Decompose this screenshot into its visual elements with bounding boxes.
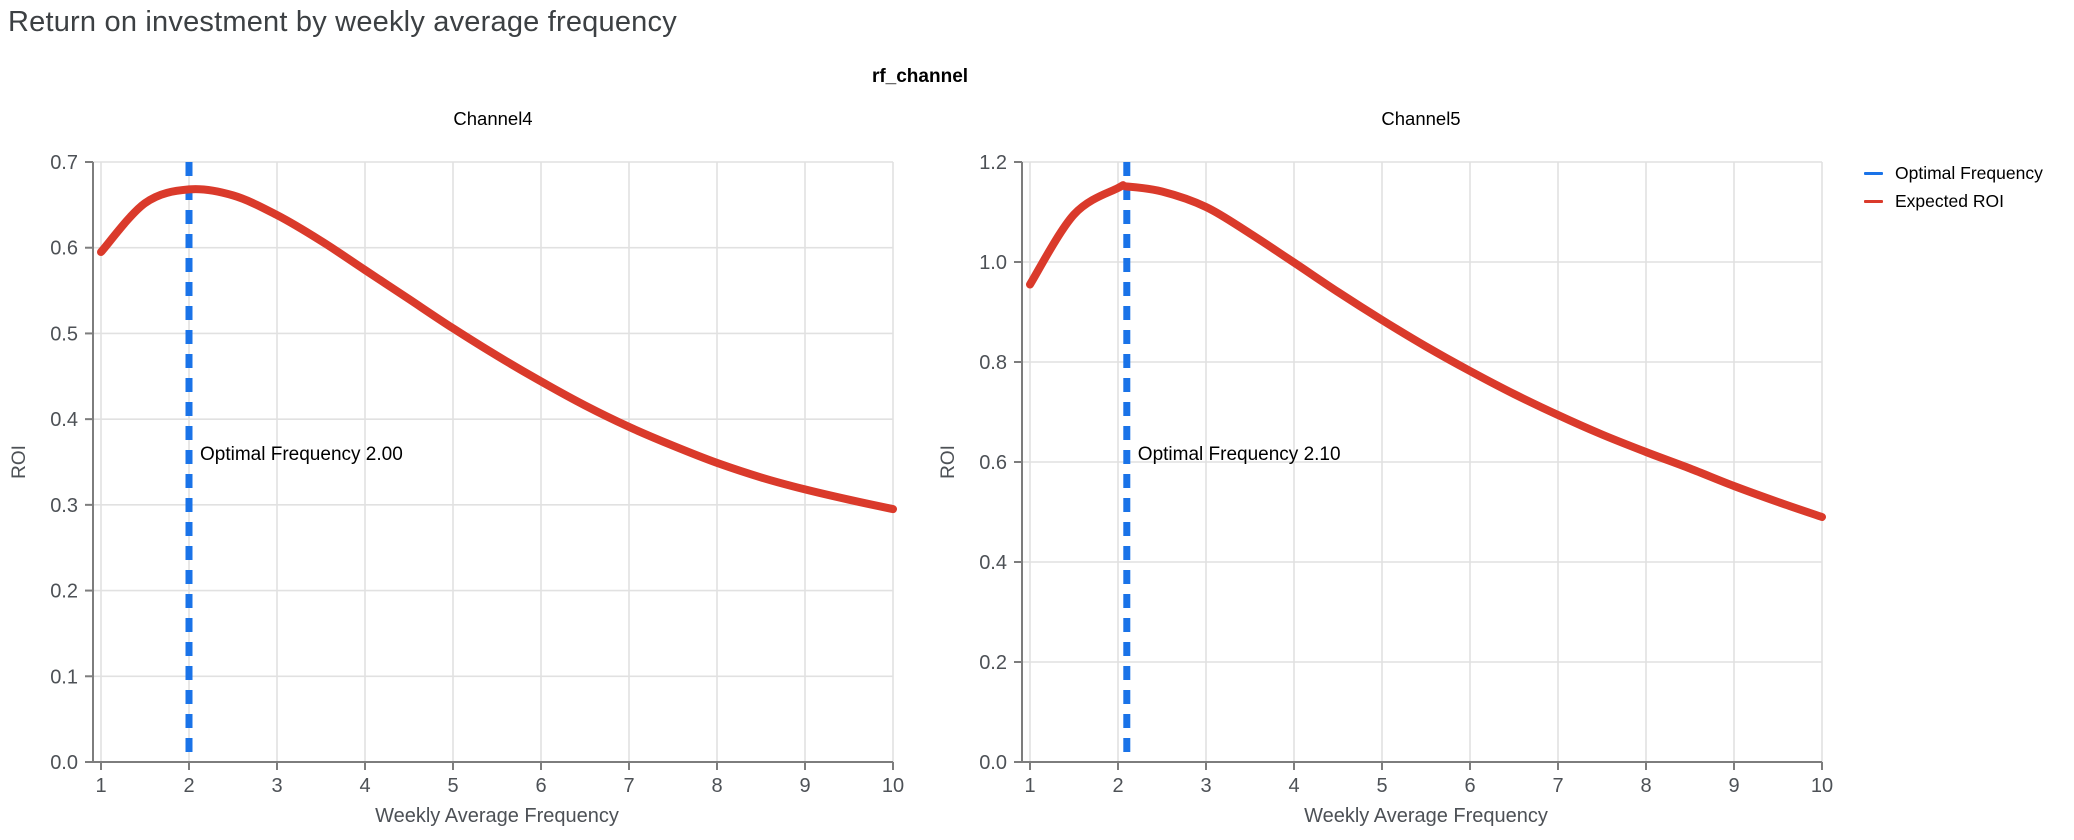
x-tick-label: 1 — [95, 775, 106, 797]
y-tick-label: 0.4 — [979, 552, 1007, 574]
y-tick-label: 0.0 — [50, 752, 78, 774]
y-tick-label: 0.6 — [979, 452, 1007, 474]
legend-item-expected-roi: Expected ROI — [1864, 191, 2043, 212]
x-axis-title: Weekly Average Frequency — [1304, 805, 1548, 827]
y-tick-label: 0.4 — [50, 409, 78, 431]
y-tick-label: 0.6 — [50, 238, 78, 260]
optimal-frequency-line-swatch — [1864, 172, 1883, 175]
x-tick-label: 10 — [882, 775, 904, 797]
x-tick-label: 6 — [535, 775, 546, 797]
legend: Optimal Frequency Expected ROI — [1864, 163, 2043, 219]
y-tick-label: 0.0 — [979, 752, 1007, 774]
x-tick-label: 9 — [1728, 775, 1739, 797]
y-axis-title: ROI — [938, 445, 959, 479]
y-tick-label: 0.7 — [50, 152, 78, 174]
y-tick-label: 0.2 — [979, 652, 1007, 674]
expected-roi-curve — [97, 185, 897, 514]
legend-label: Optimal Frequency — [1895, 163, 2043, 183]
x-tick-label: 4 — [359, 775, 370, 797]
x-tick-label: 7 — [1552, 775, 1563, 797]
y-tick-label: 1.2 — [979, 152, 1007, 174]
x-tick-label: 8 — [711, 775, 722, 797]
subplot-title-channel5: Channel5 — [1381, 108, 1461, 129]
y-tick-label: 0.3 — [50, 495, 78, 517]
x-tick-label: 3 — [271, 775, 282, 797]
y-tick-label: 0.5 — [50, 323, 78, 345]
optimal-frequency-annotation: Optimal Frequency 2.10 — [1138, 444, 1341, 465]
x-tick-label: 9 — [799, 775, 810, 797]
y-tick-label: 0.8 — [979, 352, 1007, 374]
x-tick-label: 5 — [447, 775, 458, 797]
x-tick-label: 3 — [1200, 775, 1211, 797]
x-tick-label: 10 — [1811, 775, 1833, 797]
x-tick-label: 4 — [1288, 775, 1299, 797]
legend-item-optimal-frequency: Optimal Frequency — [1864, 163, 2043, 184]
optimal-frequency-annotation: Optimal Frequency 2.00 — [200, 444, 403, 465]
x-tick-label: 2 — [1112, 775, 1123, 797]
y-tick-label: 0.1 — [50, 666, 78, 688]
x-tick-label: 2 — [183, 775, 194, 797]
subplot-title-channel4: Channel4 — [453, 108, 533, 129]
x-axis-title: Weekly Average Frequency — [375, 805, 619, 827]
page-title: Return on investment by weekly average f… — [8, 6, 677, 38]
expected-roi-line-swatch — [1864, 200, 1883, 203]
x-tick-label: 1 — [1024, 775, 1035, 797]
expected-roi-curve — [1026, 181, 1826, 521]
x-tick-label: 5 — [1376, 775, 1387, 797]
y-tick-label: 1.0 — [979, 252, 1007, 274]
y-tick-label: 0.2 — [50, 581, 78, 603]
x-tick-label: 6 — [1464, 775, 1475, 797]
legend-label: Expected ROI — [1895, 191, 2004, 211]
y-axis-title: ROI — [9, 445, 30, 479]
x-tick-label: 8 — [1640, 775, 1651, 797]
x-tick-label: 7 — [623, 775, 634, 797]
facet-header: rf_channel — [871, 66, 969, 87]
